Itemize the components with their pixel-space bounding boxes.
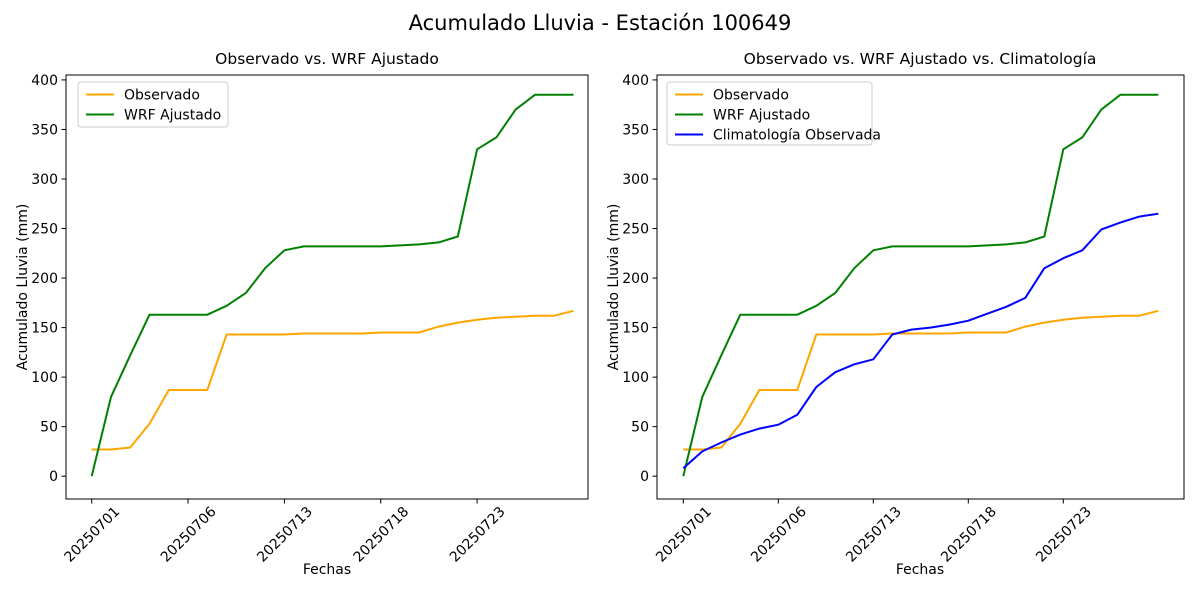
y-tick-label: 300	[31, 172, 58, 188]
legend-box	[77, 81, 229, 128]
y-tick-label: 200	[31, 271, 58, 287]
y-tick-label: 100	[622, 370, 649, 386]
axes-frame	[65, 74, 589, 500]
y-tick-label: 200	[622, 271, 649, 287]
legend-label: WRF Ajustado	[124, 108, 221, 124]
y-tick-label: 100	[31, 370, 58, 386]
y-tick-label: 150	[622, 321, 649, 337]
x-tick-label: 20250713	[843, 504, 905, 566]
legend-label: WRF Ajustado	[713, 108, 810, 124]
subplot1-x-axis-label: Fechas	[302, 562, 352, 578]
series-line-wrf-ajustado	[682, 93, 1159, 477]
series-line-observado	[91, 309, 574, 451]
y-tick-label: 150	[31, 321, 58, 337]
x-tick-label: 20250706	[158, 504, 220, 566]
y-tick-label: 250	[31, 222, 58, 238]
y-tick-label: 0	[49, 469, 58, 485]
x-tick-label: 20250701	[62, 504, 124, 566]
legend-label: Observado	[713, 88, 789, 104]
y-tick-label: 400	[31, 73, 58, 89]
series-line-climatolog-a-observada	[682, 212, 1159, 470]
legend-box	[666, 81, 873, 146]
subplot-1: 0 50 100 150 200 250 300 350 400 20250701 20250706…	[31, 73, 589, 566]
subplot-2: 0 50 100 150 200 250 300 350 400 20250701 20250706…	[622, 73, 1185, 566]
x-tick-label: 20250723	[447, 504, 509, 566]
x-tick-label: 20250706	[748, 504, 810, 566]
x-tick-label: 20250701	[653, 504, 715, 566]
y-tick-label: 0	[640, 469, 649, 485]
figure-title: Acumulado Lluvia - Estación 100649	[408, 11, 792, 35]
series-line-wrf-ajustado	[90, 93, 574, 477]
subplot2-title: Observado vs. WRF Ajustado vs. Climatolo…	[743, 50, 1097, 68]
series-line-observado	[683, 309, 1159, 451]
y-tick-label: 50	[40, 420, 58, 436]
x-tick-label: 20250718	[938, 504, 1000, 566]
x-tick-label: 20250718	[351, 504, 413, 566]
x-tick-label: 20250713	[254, 504, 316, 566]
y-tick-label: 350	[31, 122, 58, 138]
y-tick-label: 300	[622, 172, 649, 188]
legend-label: Observado	[124, 88, 200, 104]
y-tick-label: 250	[622, 222, 649, 238]
legend-label: Climatología Observada	[713, 128, 881, 144]
y-tick-label: 50	[631, 420, 649, 436]
y-tick-label: 400	[622, 73, 649, 89]
axes-frame	[656, 74, 1185, 500]
subplot2-x-axis-label: Fechas	[895, 562, 945, 578]
x-tick-label: 20250723	[1033, 504, 1095, 566]
y-tick-label: 350	[622, 122, 649, 138]
subplot1-title: Observado vs. WRF Ajustado	[215, 50, 439, 68]
